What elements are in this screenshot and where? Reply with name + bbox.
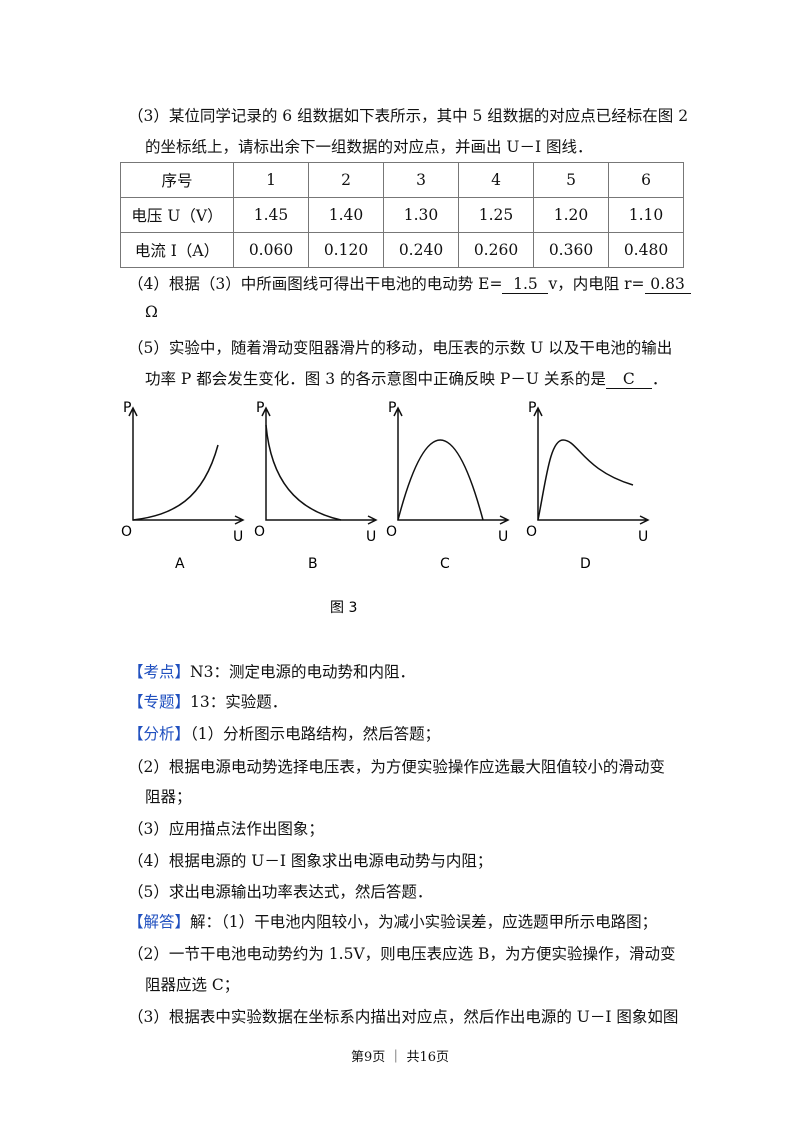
question-line: 功率 P 都会发生变化．图 3 的各示意图中正确反映 P－U 关系的是 C ． [145,367,667,389]
question-line: Ω [145,303,158,321]
page-number: 第9页 ｜ 共16页 [350,1050,450,1065]
analysis-text: N3：测定电源的电动势和内阻． [190,663,415,681]
y-axis-label: P [528,400,536,416]
analysis-text: （1）分析图示电路结构，然后答题； [190,725,441,743]
footer: 第9页 ｜ 共16页 [0,1046,800,1065]
section-tag: 【考点】 [128,663,191,681]
table-header-cell: 2 [308,162,384,198]
analysis-line: 【考点】N3：测定电源的电动势和内阻． [128,660,415,682]
analysis-line: （5）求出电源输出功率表达式，然后答题． [128,880,432,902]
table-cell: 0.480 [608,232,684,268]
question-line: （4）根据（3）中所画图线可得出干电池的电动势 E= 1.5 v，内电阻 r= 0.8… [128,272,691,294]
table-cell: 0.120 [308,232,384,268]
x-axis-label: U [498,529,508,545]
question-text: ． [651,370,668,388]
analysis-line: （4）根据电源的 U－I 图象求出电源电动势与内阻； [128,849,492,871]
graph-caption: B [308,556,318,572]
analysis-text: （2）根据电源电动势选择电压表，为方便实验操作应选最大阻值较小的滑动变 [128,758,665,776]
analysis-line: 【解答】解：（1）干电池内阻较小，为减小实验误差，应选题甲所示电路图； [128,910,657,932]
answer: 0.83 [644,275,691,294]
question-text: v，内电阻 r= [548,275,645,293]
analysis-text: 阻器应选 C； [145,976,240,994]
table-header-cell: 6 [608,162,684,198]
curve [537,439,634,521]
table-cell: 电压 U（V） [120,197,234,233]
analysis-text: （2）一节干电池电动势约为 1.5V，则电压表应选 B，为方便实验操作，滑动变 [128,945,676,963]
curve [132,444,219,521]
x-axis-label: U [638,529,648,545]
axes [128,406,245,525]
axes [533,406,650,525]
section-tag: 【分析】 [128,725,191,743]
graph-caption: D [580,556,591,572]
question-line: 的坐标纸上，请标出余下一组数据的对应点，并画出 U－I 图线． [145,135,593,157]
table-cell: 1.20 [533,197,609,233]
analysis-line: （3）应用描点法作出图象； [128,817,324,839]
section-tag: 【专题】 [128,693,191,711]
y-axis-label: P [256,400,264,416]
table-header-cell: 序号 [120,162,234,198]
answer: 1.5 [502,275,549,294]
question-text: （3）某位同学记录的 6 组数据如下表所示，其中 5 组数据的对应点已经标在图 … [128,107,689,125]
table-header-cell: 5 [533,162,609,198]
table-cell: 1.30 [383,197,459,233]
analysis-text: 解：（1）干电池内阻较小，为减小实验误差，应选题甲所示电路图； [190,913,658,931]
analysis-line: （3）根据表中实验数据在坐标系内描出对应点，然后作出电源的 U－I 图象如图 [128,1005,678,1027]
table-cell: 0.240 [383,232,459,268]
data-table: 序号 1 2 3 4 5 6 电压 U（V） 1.45 1.40 1.30 1.25 1.20 1.10 电… [120,162,684,268]
table-row: 电压 U（V） 1.45 1.40 1.30 1.25 1.20 1.10 [120,197,684,233]
analysis-text: （3）应用描点法作出图象； [128,820,324,838]
table-cell: 0.360 [533,232,609,268]
question-text: （5）实验中，随着滑动变阻器滑片的移动，电压表的示数 U 以及干电池的输出 [128,339,673,357]
analysis-line: 阻器； [145,785,192,807]
figure-caption: 图 3 [330,600,357,616]
analysis-line: 【专题】13：实验题． [128,690,287,712]
answer: C [605,370,652,389]
table-header-cell: 3 [383,162,459,198]
analysis-line: （2）一节干电池电动势约为 1.5V，则电压表应选 B，为方便实验操作，滑动变 [128,942,675,964]
analysis-line: （2）根据电源电动势选择电压表，为方便实验操作应选最大阻值较小的滑动变 [128,755,665,777]
table-cell: 1.45 [233,197,309,233]
table-cell: 0.260 [458,232,534,268]
question-line: （3）某位同学记录的 6 组数据如下表所示，其中 5 组数据的对应点已经标在图 … [128,104,688,126]
table-cell: 1.25 [458,197,534,233]
question-text: 功率 P 都会发生变化．图 3 的各示意图中正确反映 P－U 关系的是 [145,370,606,388]
y-axis-label: P [388,400,396,416]
section-tag: 【解答】 [128,913,191,931]
table-row: 电流 I（A） 0.060 0.120 0.240 0.260 0.360 0.480 [120,232,684,268]
analysis-text: （3）根据表中实验数据在坐标系内描出对应点，然后作出电源的 U－I 图象如图 [128,1008,679,1026]
curve [397,439,484,521]
origin-label: O [254,524,265,540]
question-text: （4）根据（3）中所画图线可得出干电池的电动势 E= [128,275,503,293]
axes [261,406,378,525]
origin-label: O [526,524,537,540]
table-header-cell: 4 [458,162,534,198]
axes [393,406,510,525]
graph-caption: C [440,556,450,572]
table-cell: 电流 I（A） [120,232,234,268]
analysis-text: 阻器； [145,788,192,806]
origin-label: O [121,524,132,540]
table-cell: 1.10 [608,197,684,233]
analysis-line: 阻器应选 C； [145,973,239,995]
analysis-line: 【分析】（1）分析图示电路结构，然后答题； [128,722,440,744]
table-row: 序号 1 2 3 4 5 6 [120,162,684,198]
y-axis-label: P [123,400,131,416]
unit: Ω [145,303,158,321]
analysis-text: （5）求出电源输出功率表达式，然后答题． [128,883,433,901]
table-header-cell: 1 [233,162,309,198]
graph-caption: A [175,556,185,572]
table-cell: 0.060 [233,232,309,268]
question-text: 的坐标纸上，请标出余下一组数据的对应点，并画出 U－I 图线． [145,138,593,156]
question-line: （5）实验中，随着滑动变阻器滑片的移动，电压表的示数 U 以及干电池的输出 [128,336,672,358]
analysis-text: 13：实验题． [190,693,288,711]
x-axis-label: U [233,529,243,545]
x-axis-label: U [366,529,376,545]
analysis-text: （4）根据电源的 U－I 图象求出电源电动势与内阻； [128,852,493,870]
table-cell: 1.40 [308,197,384,233]
curve [265,424,342,521]
origin-label: O [386,524,397,540]
